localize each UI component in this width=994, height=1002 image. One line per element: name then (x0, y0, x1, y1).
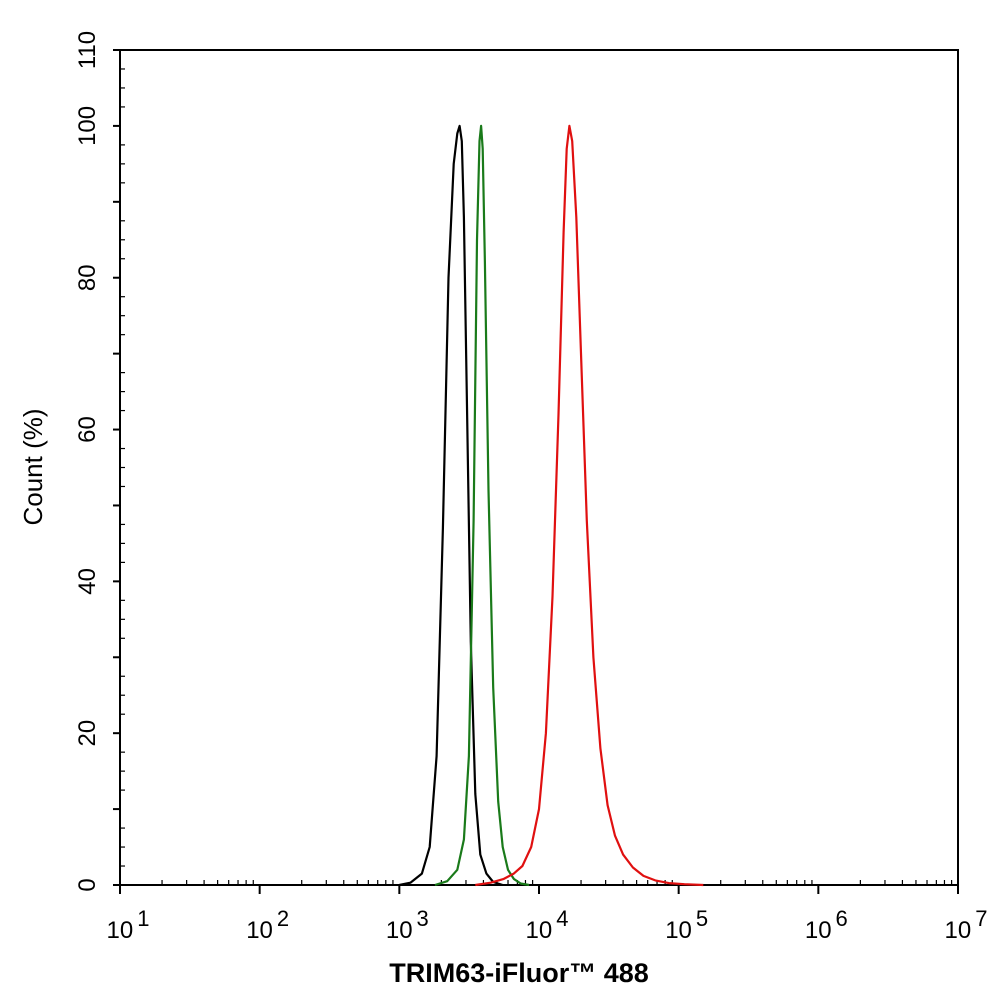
x-tick-labels: 10 1 10 2 10 3 10 4 10 5 10 6 10 7 (107, 906, 988, 944)
y-tick-label: 40 (74, 568, 101, 595)
y-tick-label: 100 (74, 106, 101, 146)
major-ticks (113, 49, 959, 894)
histogram-series-1 (399, 124, 504, 887)
histogram-series-2 (434, 124, 530, 887)
y-tick-label: 20 (74, 720, 101, 747)
histogram-series-3 (475, 124, 704, 887)
minor-ticks (120, 68, 953, 885)
y-tick-label: 60 (74, 416, 101, 443)
y-tick-label: 0 (74, 878, 101, 891)
y-tick-label: 80 (74, 264, 101, 291)
x-tick-label: 10 1 (107, 906, 150, 944)
x-axis-label: TRIM63-iFluor™ 488 (389, 958, 649, 988)
x-tick-label: 10 4 (526, 906, 569, 944)
x-tick-label: 10 5 (665, 906, 708, 944)
x-tick-label: 10 2 (246, 906, 289, 944)
x-tick-label: 10 7 (945, 906, 988, 944)
x-tick-label: 10 3 (386, 906, 429, 944)
series-layer (399, 124, 704, 887)
x-tick-label: 10 6 (805, 906, 848, 944)
y-tick-labels: 0 20 40 60 80 100 110 (74, 31, 101, 892)
y-tick-label: 110 (74, 31, 101, 69)
plot-frame (119, 49, 959, 886)
y-axis-label: Count (%) (18, 408, 48, 525)
